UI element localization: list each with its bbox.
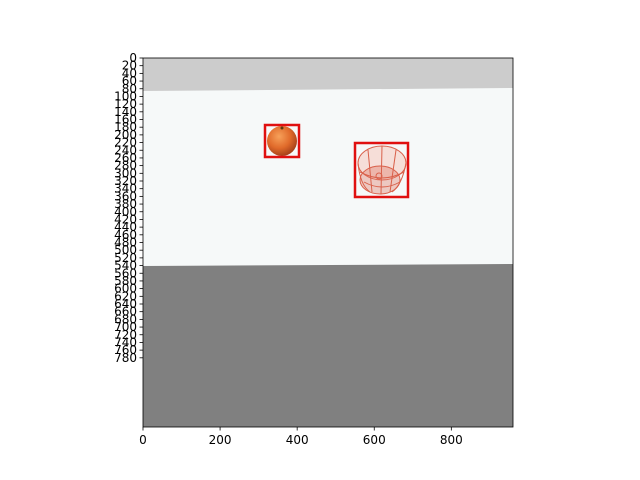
y-tick-label: 560 — [114, 266, 137, 280]
y-tick-label: 480 — [114, 236, 137, 250]
y-tick-label: 760 — [114, 343, 137, 357]
y-tick-label: 400 — [114, 205, 137, 219]
wire-basket-icon — [357, 145, 407, 195]
orange-bounding-box — [263, 123, 301, 159]
y-tick-label: 0 — [129, 51, 137, 65]
y-tick-label: 500 — [114, 243, 137, 257]
x-tick-label: 0 — [139, 433, 147, 447]
y-tick-label: 280 — [114, 159, 137, 173]
y-tick-label: 440 — [114, 220, 137, 234]
orange-fruit-icon — [267, 126, 297, 156]
y-tick-label: 300 — [114, 166, 137, 180]
y-tick-label: 680 — [114, 312, 137, 326]
y-tick-label: 520 — [114, 251, 137, 265]
x-tick-label: 400 — [286, 433, 309, 447]
y-tick-label: 460 — [114, 228, 137, 242]
y-tick-label: 600 — [114, 282, 137, 296]
y-tick-label: 720 — [114, 328, 137, 342]
y-tick-label: 160 — [114, 113, 137, 127]
y-tick-label: 100 — [114, 89, 137, 103]
y-tick-label: 80 — [122, 82, 137, 96]
backsplash-surface — [143, 88, 513, 266]
y-tick-label: 220 — [114, 136, 137, 150]
x-tick-label: 200 — [209, 433, 232, 447]
table-surface — [143, 264, 513, 427]
y-tick-label: 40 — [122, 66, 137, 80]
y-tick-label: 240 — [114, 143, 137, 157]
y-tick-label: 420 — [114, 212, 137, 226]
basket-bounding-box — [353, 141, 410, 199]
y-tick-label: 640 — [114, 297, 137, 311]
y-tick-label: 700 — [114, 320, 137, 334]
y-tick-label: 20 — [122, 59, 137, 73]
y-tick-label: 360 — [114, 189, 137, 203]
y-tick-label: 60 — [122, 74, 137, 88]
y-tick-label: 780 — [114, 351, 137, 365]
x-axis: 0 200 400 600 800 — [139, 427, 463, 447]
scene-image — [143, 58, 513, 427]
y-tick-label: 620 — [114, 289, 137, 303]
y-tick-label: 540 — [114, 259, 137, 273]
x-tick-label: 800 — [440, 433, 463, 447]
y-tick-label: 380 — [114, 197, 137, 211]
y-tick-label: 140 — [114, 105, 137, 119]
y-axis: 0204060801001201401601802002202402602803… — [114, 51, 143, 365]
y-tick-label: 740 — [114, 335, 137, 349]
y-tick-label: 180 — [114, 120, 137, 134]
y-tick-label: 120 — [114, 97, 137, 111]
y-tick-label: 660 — [114, 305, 137, 319]
back-wall — [143, 58, 513, 92]
y-tick-label: 340 — [114, 182, 137, 196]
y-tick-label: 580 — [114, 274, 137, 288]
y-tick-label: 200 — [114, 128, 137, 142]
y-tick-label: 320 — [114, 174, 137, 188]
y-tick-label: 260 — [114, 151, 137, 165]
x-tick-label: 600 — [363, 433, 386, 447]
